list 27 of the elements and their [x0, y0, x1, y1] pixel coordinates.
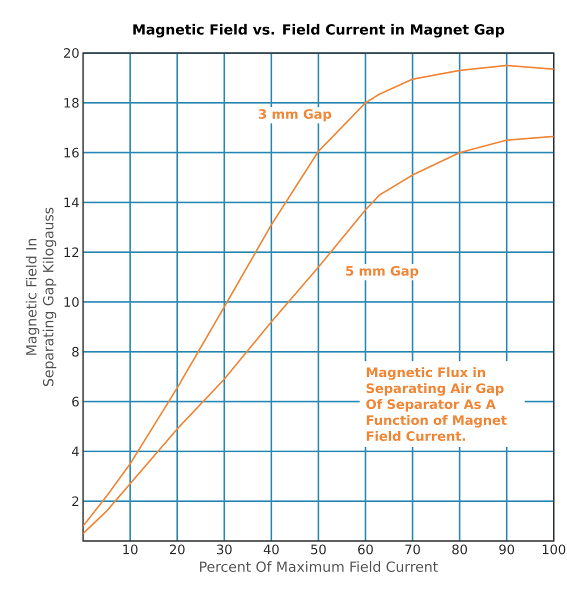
y-tick-label: 18 — [64, 98, 79, 108]
y-tick-label: 4 — [72, 446, 79, 456]
y-tick-label: 2 — [72, 496, 78, 506]
annotation: Magnetic Flux in Separating Air Gap Of Separator As A Function of Magnet Field Current. — [366, 367, 507, 441]
y-tick-label: 10 — [64, 297, 79, 307]
y-tick-label: 20 — [64, 48, 79, 58]
line-series — [83, 64, 554, 527]
y-tick-label: 12 — [64, 247, 78, 257]
y-axis-title: Magnetic Field In Separating Gap Kilogauss — [26, 208, 56, 386]
series-label: 5 mm Gap — [346, 266, 418, 278]
y-tick-label: 14 — [64, 198, 79, 208]
x-tick-label: 30 — [216, 544, 232, 554]
series-label: 3 mm Gap — [258, 109, 332, 122]
x-tick-label: 60 — [358, 544, 373, 554]
x-tick-label: 90 — [499, 544, 514, 554]
y-tick-label: 16 — [64, 148, 79, 158]
chart-title: Magnetic Field vs. Field Current in Magnet Gap — [133, 24, 504, 38]
x-tick-label: 70 — [405, 544, 420, 554]
y-tick-label: 8 — [72, 346, 79, 357]
x-tick-label: 20 — [170, 544, 185, 554]
x-axis-title: Percent Of Maximum Field Current — [200, 561, 438, 572]
x-tick-label: 50 — [311, 544, 326, 554]
x-tick-label: 100 — [542, 544, 566, 554]
y-tick-label: 6 — [72, 396, 79, 406]
x-tick-label: 10 — [123, 544, 138, 554]
x-tick-label: 80 — [452, 544, 467, 554]
x-tick-label: 40 — [264, 544, 279, 554]
